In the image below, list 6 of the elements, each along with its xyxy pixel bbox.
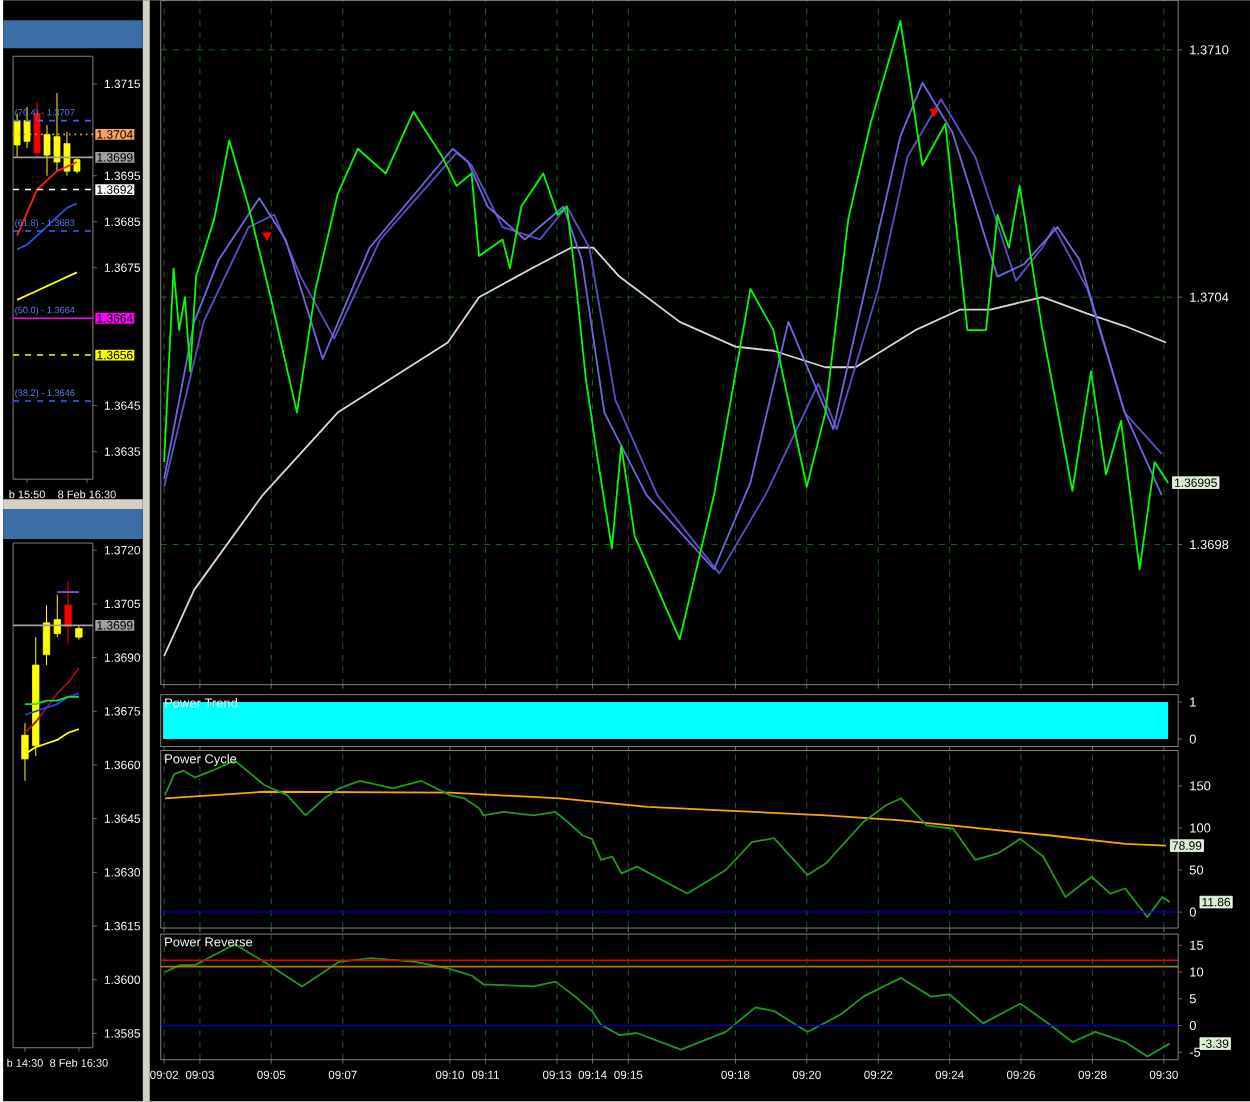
line-series xyxy=(163,20,1170,641)
candlestick xyxy=(64,581,72,645)
line-series xyxy=(164,943,1171,1058)
line-series xyxy=(24,692,80,716)
line-series xyxy=(163,246,1167,657)
line-series xyxy=(164,791,1167,847)
